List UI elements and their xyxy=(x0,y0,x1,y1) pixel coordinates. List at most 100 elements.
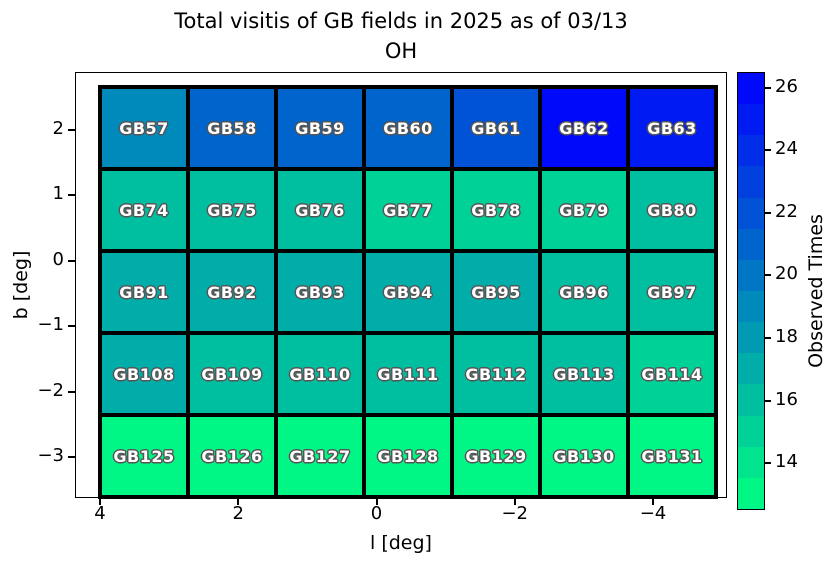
y-tick-label: 2 xyxy=(52,118,64,139)
heatmap-cell-gb97: GB97 xyxy=(628,251,716,333)
heatmap-cell-label: GB60 xyxy=(383,118,433,138)
x-tick-mark xyxy=(513,498,516,505)
y-tick-mark xyxy=(68,129,75,131)
heatmap-cell-gb96: GB96 xyxy=(540,251,628,333)
heatmap-cell-label: GB58 xyxy=(207,118,257,138)
heatmap-cell-label: GB108 xyxy=(113,364,175,384)
heatmap-cell-label: GB92 xyxy=(207,282,257,302)
colorbar-band xyxy=(738,73,764,105)
heatmap-cell-label: GB57 xyxy=(119,118,169,138)
heatmap-cell-label: GB131 xyxy=(641,446,703,466)
y-tick-label: −1 xyxy=(37,314,64,336)
heatmap-cell-gb76: GB76 xyxy=(276,169,364,251)
heatmap-cell-label: GB111 xyxy=(377,364,439,384)
colorbar-tick-mark xyxy=(765,399,771,402)
colorbar-band xyxy=(738,104,764,136)
heatmap-cell-label: GB93 xyxy=(295,282,345,302)
heatmap-cell-gb91: GB91 xyxy=(100,251,188,333)
heatmap-cell-gb80: GB80 xyxy=(628,169,716,251)
heatmap-cell-gb59: GB59 xyxy=(276,87,364,169)
heatmap-cell-label: GB113 xyxy=(553,364,615,384)
heatmap-cell-gb112: GB112 xyxy=(452,333,540,415)
heatmap-cell-label: GB125 xyxy=(113,446,175,466)
heatmap-cell-gb78: GB78 xyxy=(452,169,540,251)
colorbar-tick-mark xyxy=(765,274,771,277)
heatmap-cell-label: GB97 xyxy=(647,282,697,302)
y-tick-mark xyxy=(68,194,75,197)
colorbar-band xyxy=(738,228,764,260)
colorbar xyxy=(737,72,765,510)
y-tick-mark xyxy=(68,325,75,328)
heatmap-cell-gb110: GB110 xyxy=(276,333,364,415)
heatmap-grid: GB57 GB58 GB59 GB60 GB61 GB62 GB63 GB74 GB75 GB76… xyxy=(98,85,718,499)
x-axis-label: l [deg] xyxy=(370,532,432,554)
heatmap-cell-gb74: GB74 xyxy=(100,169,188,251)
heatmap-cell-gb109: GB109 xyxy=(188,333,276,415)
heatmap-cell-label: GB62 xyxy=(559,118,609,138)
y-tick-label: 1 xyxy=(52,183,64,205)
heatmap-cell-label: GB129 xyxy=(465,446,527,466)
x-tick-mark xyxy=(99,498,101,505)
heatmap-cell-gb61: GB61 xyxy=(452,87,540,169)
heatmap-cell-gb114: GB114 xyxy=(628,333,716,415)
colorbar-label: Observed Times xyxy=(805,214,827,368)
colorbar-band xyxy=(738,415,764,447)
colorbar-band xyxy=(738,259,764,291)
chart-title-line1: Total visitis of GB fields in 2025 as of… xyxy=(174,9,628,33)
heatmap-cell-gb62: GB62 xyxy=(540,87,628,169)
heatmap-cell-label: GB61 xyxy=(471,118,521,138)
heatmap-cell-gb75: GB75 xyxy=(188,169,276,251)
heatmap-cell-gb111: GB111 xyxy=(364,333,452,415)
heatmap-cell-gb129: GB129 xyxy=(452,415,540,497)
heatmap-cell-gb92: GB92 xyxy=(188,251,276,333)
heatmap-cell-label: GB112 xyxy=(465,364,527,384)
heatmap-cell-label: GB130 xyxy=(553,446,615,466)
y-tick-mark xyxy=(68,456,75,458)
heatmap-cell-label: GB91 xyxy=(119,282,169,302)
y-tick-label: 0 xyxy=(52,248,64,270)
heatmap-cell-gb95: GB95 xyxy=(452,251,540,333)
colorbar-tick-label: 24 xyxy=(775,138,798,160)
y-axis-label: b [deg] xyxy=(10,250,32,320)
heatmap-cell-label: GB79 xyxy=(559,200,609,220)
heatmap-cell-gb57: GB57 xyxy=(100,87,188,169)
heatmap-cell-label: GB127 xyxy=(289,446,351,466)
heatmap-cell-label: GB126 xyxy=(201,446,263,466)
colorbar-band xyxy=(738,446,764,478)
heatmap-cell-gb126: GB126 xyxy=(188,415,276,497)
x-tick-label: 4 xyxy=(94,503,106,524)
x-tick-label: −2 xyxy=(501,503,529,524)
x-tick-label: 0 xyxy=(370,503,383,524)
x-tick-mark xyxy=(652,498,654,505)
heatmap-cell-gb79: GB79 xyxy=(540,169,628,251)
chart-title-line2: OH xyxy=(384,39,418,63)
colorbar-tick-label: 22 xyxy=(775,200,798,222)
heatmap-cell-gb131: GB131 xyxy=(628,415,716,497)
colorbar-tick-label: 20 xyxy=(775,263,798,285)
heatmap-cell-gb63: GB63 xyxy=(628,87,716,169)
heatmap-cell-gb113: GB113 xyxy=(540,333,628,415)
colorbar-tick-label: 26 xyxy=(775,75,798,97)
colorbar-tick-mark xyxy=(765,211,771,214)
heatmap-cell-gb77: GB77 xyxy=(364,169,452,251)
heatmap-cell-label: GB95 xyxy=(471,282,521,302)
colorbar-band xyxy=(738,166,764,198)
heatmap-cell-gb127: GB127 xyxy=(276,415,364,497)
x-tick-mark xyxy=(237,498,240,505)
colorbar-band xyxy=(738,290,764,323)
heatmap-cell-label: GB80 xyxy=(647,200,697,220)
heatmap-cell-label: GB75 xyxy=(207,200,257,220)
heatmap-cell-label: GB109 xyxy=(201,364,263,384)
heatmap-cell-label: GB114 xyxy=(641,364,703,384)
x-tick-label: −4 xyxy=(639,503,667,524)
y-tick-mark xyxy=(68,390,75,393)
heatmap-cell-label: GB94 xyxy=(383,282,433,302)
colorbar-band xyxy=(738,135,764,167)
colorbar-band xyxy=(738,322,764,354)
heatmap-cell-label: GB63 xyxy=(647,118,697,138)
heatmap-cell-gb125: GB125 xyxy=(100,415,188,497)
heatmap-cell-gb93: GB93 xyxy=(276,251,364,333)
x-tick-mark xyxy=(375,498,378,505)
colorbar-tick-label: 14 xyxy=(775,451,798,473)
colorbar-tick-label: 16 xyxy=(775,388,798,410)
